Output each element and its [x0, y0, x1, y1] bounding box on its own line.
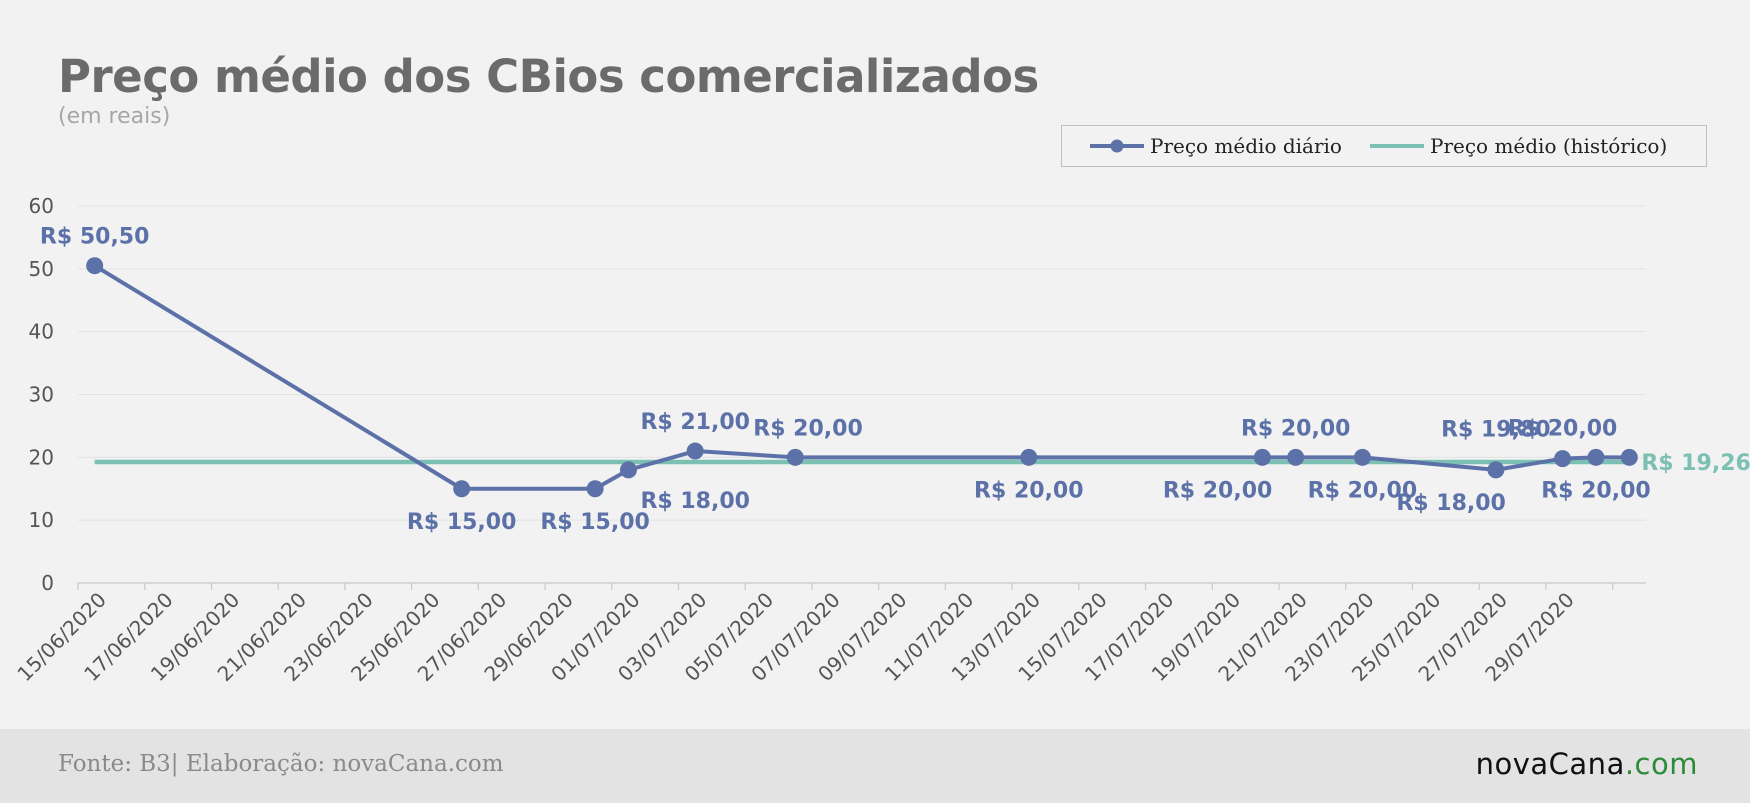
data-label-daily: R$ 20,00 [1163, 478, 1273, 503]
data-label-daily: R$ 15,00 [540, 510, 650, 535]
data-point-daily [1620, 448, 1638, 466]
data-point-daily [686, 442, 704, 460]
data-point-daily [786, 448, 804, 466]
data-label-daily: R$ 20,00 [1308, 478, 1418, 503]
data-point-daily [1554, 450, 1572, 468]
y-tick-label: 40 [29, 320, 54, 344]
data-point-daily [1353, 448, 1371, 466]
logo-suffix: .com [1624, 747, 1698, 781]
data-point-daily [619, 461, 637, 479]
series-line-daily [93, 263, 1630, 491]
legend-label-daily: Preço médio diário [1150, 134, 1342, 158]
chart-subtitle: (em reais) [58, 104, 171, 129]
data-point-daily [86, 257, 104, 275]
data-label-daily: R$ 20,00 [1508, 416, 1618, 441]
y-tick-label: 50 [29, 257, 54, 281]
logo-main: novaCana [1475, 747, 1625, 781]
data-point-daily [586, 480, 604, 498]
y-tick-label: 30 [29, 383, 54, 407]
data-label-daily: R$ 19,80 [1441, 418, 1551, 443]
y-tick-label: 60 [29, 194, 54, 218]
legend-line-marker-icon [1090, 139, 1144, 153]
legend-label-historic: Preço médio (histórico) [1429, 134, 1668, 158]
data-label-daily: R$ 20,00 [753, 416, 863, 441]
data-point-daily [1287, 448, 1305, 466]
legend-item-historic: Preço médio (histórico) [1368, 134, 1667, 158]
data-point-daily [1487, 461, 1505, 479]
data-label-daily: R$ 15,00 [407, 510, 517, 535]
data-label-daily: R$ 20,00 [1541, 478, 1651, 503]
legend-line-icon [1369, 144, 1424, 148]
y-tick-label: 20 [29, 445, 54, 469]
legend-item-daily: Preço médio diário [1088, 134, 1342, 158]
data-label-daily: R$ 20,00 [974, 478, 1084, 503]
data-label-daily: R$ 21,00 [640, 410, 750, 435]
source-text: Fonte: B3| Elaboração: novaCana.com [58, 751, 504, 777]
data-label-daily: R$ 20,00 [1241, 416, 1351, 441]
data-label-daily: R$ 50,50 [40, 225, 150, 250]
data-point-daily [453, 480, 471, 498]
gridlines [78, 205, 1646, 521]
chart-title: Preço médio dos CBios comercializados [58, 50, 1039, 103]
line-chart: 010203040506015/06/202017/06/202019/06/2… [12, 194, 1750, 686]
data-label-daily: R$ 18,00 [1396, 491, 1506, 516]
y-tick-label: 0 [41, 571, 54, 595]
novacana-logo: novaCana.com [1476, 747, 1698, 781]
data-point-daily [1253, 448, 1271, 466]
y-tick-label: 10 [29, 508, 54, 532]
data-label-daily: R$ 18,00 [640, 489, 750, 514]
data-label-historic: R$ 19,26 [1641, 451, 1750, 476]
data-labels: R$ 50,50R$ 15,00 R$ 15,00R$ 18,00R$ 21,00… [40, 225, 1750, 535]
data-point-daily [1020, 448, 1038, 466]
data-point-daily [1587, 448, 1605, 466]
footer: Fonte: B3| Elaboração: novaCana.com nova… [0, 729, 1750, 803]
series [86, 257, 1638, 498]
chart-legend: Preço médio diário Preço médio (históric… [1061, 125, 1707, 167]
